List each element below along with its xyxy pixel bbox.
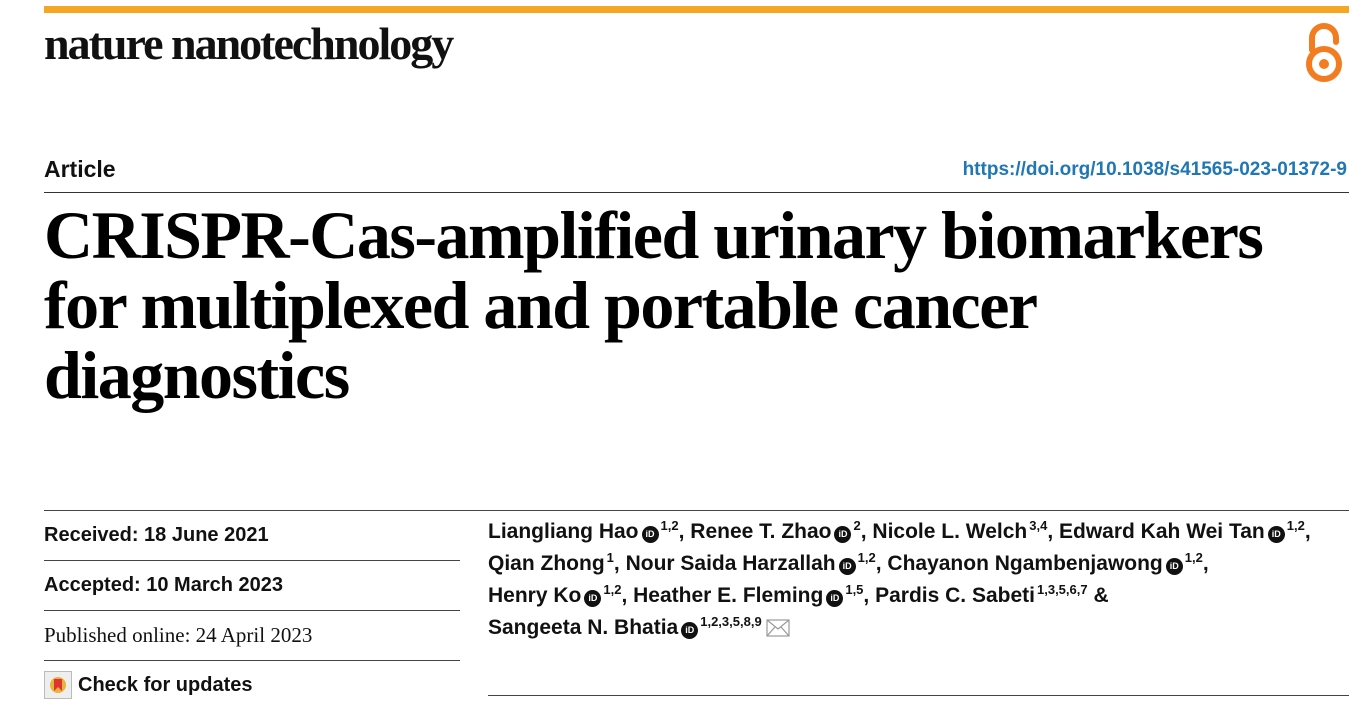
author-separator: , xyxy=(613,552,620,575)
author-name: Heather E. Fleming xyxy=(633,584,824,607)
orcid-icon[interactable]: iD xyxy=(1165,558,1183,575)
author-separator: & xyxy=(1087,584,1109,607)
orcid-icon[interactable]: iD xyxy=(681,622,699,639)
received-date: Received: 18 June 2021 xyxy=(44,511,460,561)
orcid-icon[interactable]: iD xyxy=(826,590,844,607)
affiliation-numbers: 1 xyxy=(606,550,614,565)
author[interactable]: Qian Zhong 1, xyxy=(488,550,620,575)
affiliation-numbers: 2 xyxy=(853,518,861,533)
author[interactable]: Pardis C. Sabeti 1,3,5,6,7 & xyxy=(875,582,1109,607)
accepted-date: Accepted: 10 March 2023 xyxy=(44,561,460,611)
orcid-icon[interactable]: iD xyxy=(1267,526,1285,543)
author[interactable]: Sangeeta N. Bhatia iD1,2,3,5,8,9 xyxy=(488,614,790,639)
check-updates-button[interactable]: Check for updates xyxy=(44,661,460,709)
crossmark-icon xyxy=(44,671,72,699)
affiliation-numbers: 3,4 xyxy=(1029,518,1048,533)
author-name: Pardis C. Sabeti xyxy=(875,584,1035,607)
author-name: Nour Saida Harzallah xyxy=(625,552,836,575)
affiliation-numbers: 1,5 xyxy=(845,582,864,597)
published-date: Published online: 24 April 2023 xyxy=(44,611,460,661)
author-separator: , xyxy=(621,584,628,607)
doi-link[interactable]: https://doi.org/10.1038/s41565-023-01372… xyxy=(962,159,1347,180)
affiliation-numbers: 1,2 xyxy=(1286,518,1305,533)
author[interactable]: Nour Saida Harzallah iD1,2, xyxy=(625,550,882,575)
author-name: Nicole L. Welch xyxy=(872,520,1028,543)
author[interactable]: Henry Ko iD1,2, xyxy=(488,582,628,607)
author-name: Qian Zhong xyxy=(488,552,605,575)
author[interactable]: Heather E. Fleming iD1,5, xyxy=(633,582,870,607)
author-separator: , xyxy=(860,520,867,543)
affiliation-numbers: 1,2 xyxy=(603,582,622,597)
open-access-icon xyxy=(1306,23,1342,82)
author-separator: , xyxy=(875,552,882,575)
author-separator: , xyxy=(1047,520,1054,543)
affiliation-numbers: 1,3,5,6,7 xyxy=(1037,582,1088,597)
email-icon[interactable] xyxy=(766,619,790,637)
divider xyxy=(488,695,1349,696)
article-type: Article xyxy=(44,156,116,182)
orcid-icon[interactable]: iD xyxy=(834,526,852,543)
orcid-icon[interactable]: iD xyxy=(584,590,602,607)
author-name: Sangeeta N. Bhatia xyxy=(488,616,679,639)
author-separator: , xyxy=(863,584,870,607)
journal-name[interactable]: nature nanotechnology xyxy=(44,18,454,69)
article-history: Received: 18 June 2021 Accepted: 10 Marc… xyxy=(44,511,460,709)
divider xyxy=(44,192,1349,193)
author-name: Renee T. Zhao xyxy=(690,520,832,543)
article-title: CRISPR-Cas-amplified urinary biomarkers … xyxy=(44,197,1264,413)
affiliation-numbers: 1,2,3,5,8,9 xyxy=(700,614,762,629)
journal-accent-bar xyxy=(44,6,1349,13)
author-separator: , xyxy=(1202,552,1209,575)
author[interactable]: Chayanon Ngambenjawong iD1,2, xyxy=(887,550,1209,575)
affiliation-numbers: 1,2 xyxy=(857,550,876,565)
author-name: Edward Kah Wei Tan xyxy=(1059,520,1265,543)
author-name: Liangliang Hao xyxy=(488,520,639,543)
check-updates-label: Check for updates xyxy=(78,673,253,696)
author-name: Chayanon Ngambenjawong xyxy=(887,552,1163,575)
divider xyxy=(44,510,1349,511)
author-name: Henry Ko xyxy=(488,584,582,607)
author-list: Liangliang Hao iD1,2, Renee T. Zhao iD2, N… xyxy=(488,516,1328,644)
author[interactable]: Edward Kah Wei Tan iD1,2, xyxy=(1059,518,1311,543)
author[interactable]: Liangliang Hao iD1,2, xyxy=(488,518,685,543)
author-separator: , xyxy=(678,520,685,543)
affiliation-numbers: 1,2 xyxy=(660,518,679,533)
affiliation-numbers: 1,2 xyxy=(1184,550,1203,565)
author[interactable]: Renee T. Zhao iD2, xyxy=(690,518,867,543)
orcid-icon[interactable]: iD xyxy=(838,558,856,575)
author-separator: , xyxy=(1304,520,1311,543)
author[interactable]: Nicole L. Welch 3,4, xyxy=(872,518,1054,543)
orcid-icon[interactable]: iD xyxy=(641,526,659,543)
